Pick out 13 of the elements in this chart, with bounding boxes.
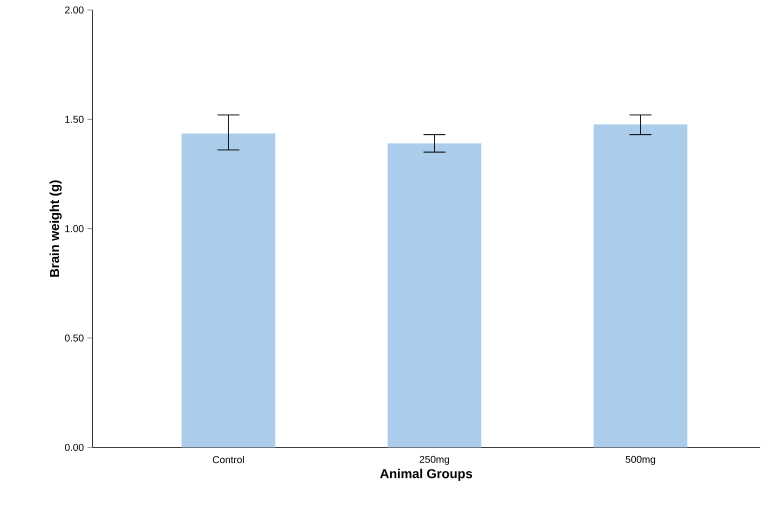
y-axis-title: Brain weight (g) bbox=[50, 180, 62, 277]
bar bbox=[182, 133, 276, 448]
y-tick-label: 2.00 bbox=[65, 6, 84, 14]
x-tick-label: 500mg bbox=[626, 456, 656, 465]
y-tick-label: 0.00 bbox=[64, 444, 84, 451]
y-tick-label: 1.00 bbox=[65, 225, 84, 232]
x-axis-title: Animal Groups bbox=[380, 468, 472, 481]
bar bbox=[388, 143, 482, 448]
y-tick-label: 0.50 bbox=[64, 334, 84, 342]
x-tick-label: Control bbox=[212, 456, 244, 464]
bar bbox=[594, 124, 688, 448]
y-tick-label: 1.50 bbox=[65, 116, 84, 123]
x-tick-label: 250mg bbox=[420, 456, 450, 465]
